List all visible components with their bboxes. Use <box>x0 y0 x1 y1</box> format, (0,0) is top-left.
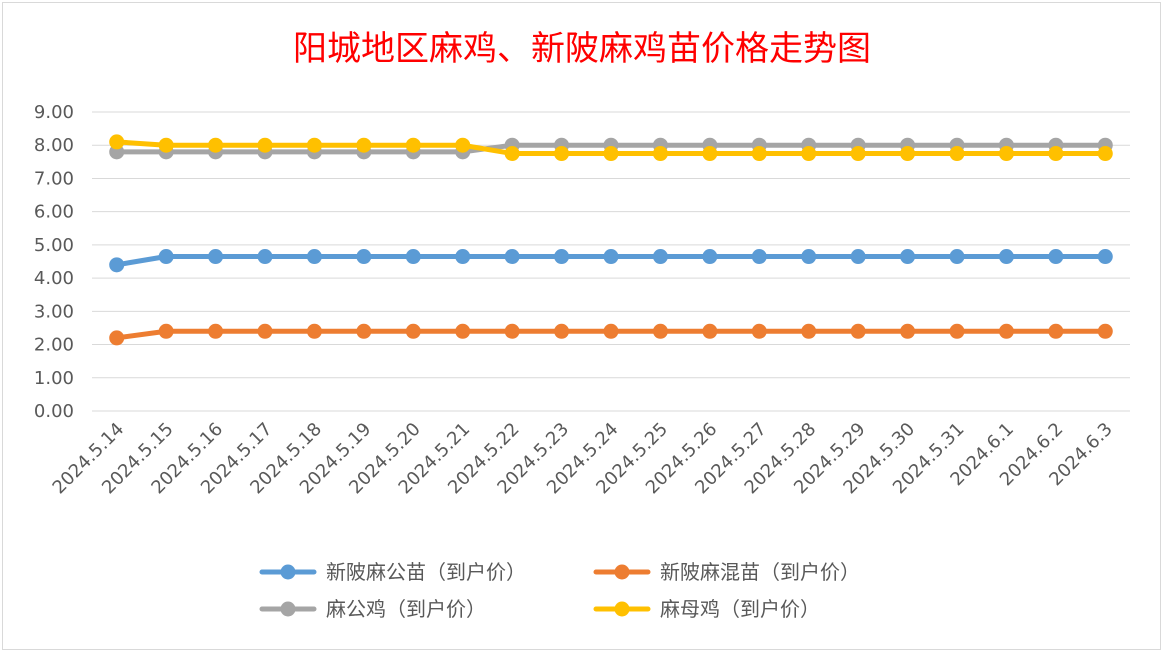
data-point <box>949 249 965 265</box>
data-point <box>158 249 174 265</box>
data-point <box>998 146 1014 162</box>
data-point <box>356 249 372 265</box>
data-point <box>208 323 224 339</box>
data-point <box>455 249 471 265</box>
legend-item: 新陂麻混苗（到户价） <box>593 560 860 584</box>
data-point <box>850 323 866 339</box>
y-tick-label: 3.00 <box>34 301 74 322</box>
legend-label: 新陂麻混苗（到户价） <box>660 560 860 584</box>
data-point <box>801 146 817 162</box>
data-point <box>801 249 817 265</box>
x-axis: 2024.5.142024.5.152024.5.162024.5.172024… <box>49 419 1117 499</box>
legend-label: 麻母鸡（到户价） <box>660 597 820 621</box>
y-tick-label: 7.00 <box>34 168 74 189</box>
data-point <box>257 249 273 265</box>
data-point <box>306 323 322 339</box>
data-point <box>1097 146 1113 162</box>
data-point <box>208 249 224 265</box>
data-point <box>306 137 322 153</box>
data-point <box>257 323 273 339</box>
legend-item: 麻公鸡（到户价） <box>259 597 486 621</box>
legend-label: 麻公鸡（到户价） <box>326 597 486 621</box>
data-point <box>702 146 718 162</box>
series-group <box>109 323 1113 346</box>
data-point <box>158 137 174 153</box>
data-point <box>702 249 718 265</box>
data-point <box>554 323 570 339</box>
data-point <box>1048 323 1064 339</box>
data-point <box>1097 249 1113 265</box>
data-point <box>455 137 471 153</box>
chart-title: 阳城地区麻鸡、新陂麻鸡苗价格走势图 <box>293 29 871 69</box>
data-point <box>306 249 322 265</box>
data-point <box>109 257 125 273</box>
y-tick-label: 4.00 <box>34 268 74 289</box>
data-point <box>900 323 916 339</box>
data-point <box>356 323 372 339</box>
legend-item: 麻母鸡（到户价） <box>593 597 820 621</box>
legend-swatch-marker <box>614 564 630 580</box>
series <box>109 134 1113 346</box>
data-point <box>504 146 520 162</box>
data-point <box>652 323 668 339</box>
series-group <box>109 134 1113 162</box>
y-tick-label: 6.00 <box>34 202 74 223</box>
data-point <box>603 323 619 339</box>
data-point <box>208 137 224 153</box>
data-point <box>356 137 372 153</box>
y-tick-label: 0.00 <box>34 401 74 422</box>
data-point <box>1048 249 1064 265</box>
data-point <box>455 323 471 339</box>
data-point <box>504 323 520 339</box>
data-point <box>603 249 619 265</box>
data-point <box>405 137 421 153</box>
y-tick-label: 8.00 <box>34 135 74 156</box>
data-point <box>405 323 421 339</box>
y-tick-label: 1.00 <box>34 368 74 389</box>
series-group <box>109 249 1113 273</box>
data-point <box>751 249 767 265</box>
data-point <box>850 146 866 162</box>
data-point <box>751 146 767 162</box>
data-point <box>998 323 1014 339</box>
data-point <box>949 146 965 162</box>
data-point <box>554 146 570 162</box>
data-point <box>405 249 421 265</box>
data-point <box>109 330 125 346</box>
data-point <box>109 134 125 150</box>
legend-swatch-marker <box>280 601 296 617</box>
legend-swatch-marker <box>614 601 630 617</box>
data-point <box>554 249 570 265</box>
legend-label: 新陂麻公苗（到户价） <box>326 560 526 584</box>
data-point <box>949 323 965 339</box>
data-point <box>702 323 718 339</box>
data-point <box>603 146 619 162</box>
legend-swatch-marker <box>280 564 296 580</box>
data-point <box>652 249 668 265</box>
data-point <box>998 249 1014 265</box>
data-point <box>1048 146 1064 162</box>
data-point <box>1097 323 1113 339</box>
data-point <box>900 146 916 162</box>
data-point <box>504 249 520 265</box>
data-point <box>158 323 174 339</box>
y-tick-label: 5.00 <box>34 235 74 256</box>
y-axis: 0.00 1.00 2.00 3.00 4.00 5.00 6.00 7.00 8.00 9.00 <box>34 102 74 422</box>
legend: 新陂麻公苗（到户价） 新陂麻混苗（到户价） 麻公鸡（到户价） 麻母鸡（到户价） <box>259 560 860 621</box>
data-point <box>751 323 767 339</box>
y-tick-label: 9.00 <box>34 102 74 123</box>
y-tick-label: 2.00 <box>34 335 74 356</box>
data-point <box>257 137 273 153</box>
data-point <box>850 249 866 265</box>
data-point <box>801 323 817 339</box>
data-point <box>900 249 916 265</box>
legend-item: 新陂麻公苗（到户价） <box>259 560 526 584</box>
data-point <box>652 146 668 162</box>
